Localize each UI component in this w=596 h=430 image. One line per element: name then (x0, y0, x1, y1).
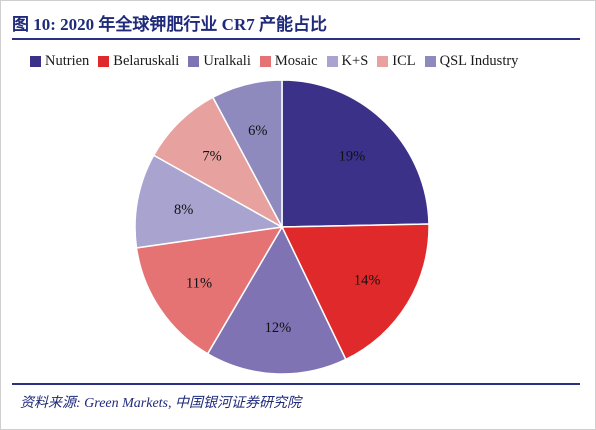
pie-slice-belaruskali (280, 223, 430, 361)
slice-label: 11% (186, 276, 212, 292)
title-rule (12, 38, 580, 40)
legend-swatch (377, 56, 389, 67)
legend-swatch (424, 56, 436, 67)
slice-label: 6% (248, 123, 267, 139)
pie-slice-icl (152, 96, 284, 229)
pie-slice-qsl-industry (211, 79, 283, 228)
legend-label: K+S (341, 53, 369, 69)
figure-title: 图 10: 2020 年全球钾肥行业 CR7 产能占比 (12, 15, 327, 34)
legend-item: Belaruskali (98, 53, 179, 70)
pie-slice-uralkali (206, 225, 347, 375)
source-rule (12, 383, 580, 385)
legend-item: ICL (377, 53, 416, 70)
slice-label: 7% (202, 149, 221, 165)
legend-swatch (188, 56, 200, 67)
legend-swatch (30, 56, 41, 67)
pie-slice-nutrien (281, 79, 430, 228)
chart-legend: Nutrien Belaruskali Uralkali Mosaic K+S ICL QS… (30, 53, 527, 70)
source-note: 资料来源: Green Markets, 中国银河证券研究院 (20, 396, 302, 411)
slice-label: 8% (174, 202, 193, 218)
legend-swatch (259, 56, 271, 67)
legend-label: Mosaic (274, 53, 318, 69)
legend-label: QSL Industry (439, 53, 519, 69)
pie-slice-mosaic (135, 226, 284, 355)
pie-slice-k-s (134, 154, 285, 249)
slice-label: 14% (354, 272, 381, 288)
legend-item: Uralkali (188, 53, 251, 70)
legend-item: K+S (326, 53, 369, 70)
slice-label: 19% (339, 149, 366, 165)
legend-item: QSL Industry (424, 53, 519, 70)
legend-label: Uralkali (203, 53, 251, 69)
slice-label: 12% (265, 320, 292, 336)
legend-item: Mosaic (259, 53, 318, 70)
legend-label: ICL (392, 53, 416, 69)
legend-label: Nutrien (45, 53, 90, 69)
legend-swatch (98, 56, 110, 67)
legend-label: Belaruskali (113, 53, 180, 69)
legend-item: Nutrien (30, 53, 89, 70)
legend-swatch (326, 56, 338, 67)
